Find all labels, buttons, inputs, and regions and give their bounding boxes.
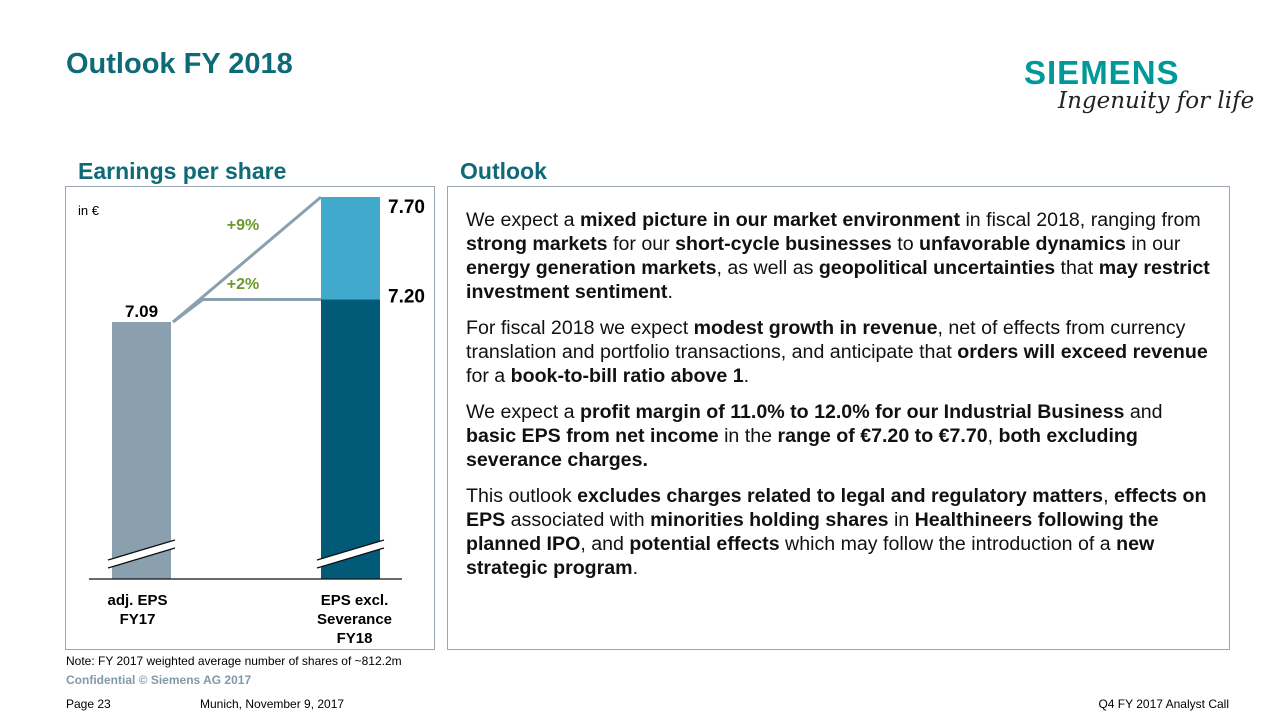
- value-label-7-70: 7.70: [388, 197, 425, 218]
- emphasis-text: unfavorable dynamics: [919, 233, 1126, 255]
- outlook-paragraph: We expect a profit margin of 11.0% to 12…: [466, 400, 1216, 472]
- body-text: .: [743, 365, 750, 387]
- body-text: , net of effects from currency translati…: [466, 317, 1186, 363]
- bar-eps-fy18-range: [321, 197, 380, 300]
- page-title: Outlook FY 2018: [66, 48, 293, 80]
- unit-label: in €: [78, 203, 100, 218]
- body-text: for our: [607, 233, 676, 255]
- growth-line-9: [172, 195, 322, 324]
- axis-break-line: [316, 539, 385, 561]
- emphasis-text: may restrict investment sentiment: [466, 257, 1210, 303]
- outlook-paragraph: This outlook excludes charges related to…: [466, 484, 1216, 580]
- emphasis-text: geopolitical uncertainties: [818, 257, 1056, 279]
- category-label-fy17: FY17: [120, 611, 156, 628]
- emphasis-text: minorities holding shares: [650, 509, 889, 531]
- emphasis-text: short-cycle businesses: [675, 233, 892, 255]
- emphasis-text: Healthineers following the planned IPO: [466, 509, 1159, 555]
- outlook-panel: [447, 186, 1230, 650]
- footnote: Note: FY 2017 weighted average number of…: [66, 654, 402, 668]
- body-text: which may follow the introduction of a: [779, 533, 1117, 555]
- emphasis-text: mixed picture in our market environment: [580, 209, 960, 231]
- bar-adj-eps-fy17: [112, 322, 171, 579]
- emphasis-text: orders will exceed revenue: [957, 341, 1208, 363]
- emphasis-text: book-to-bill ratio above 1: [510, 365, 744, 387]
- outlook-paragraph: For fiscal 2018 we expect modest growth …: [466, 316, 1216, 388]
- body-text: ,: [987, 425, 999, 447]
- body-text: in our: [1125, 233, 1181, 255]
- body-text: for a: [466, 365, 511, 387]
- emphasis-text: strong markets: [466, 233, 608, 255]
- axis-break-gap-1: [108, 540, 175, 568]
- eps-panel: [65, 186, 435, 650]
- value-label-7-20: 7.20: [388, 286, 425, 307]
- emphasis-text: range of €7.20 to €7.70: [777, 425, 988, 447]
- emphasis-text: excludes charges related to legal and re…: [577, 485, 1104, 507]
- category-label-fy17: adj. EPS: [107, 592, 167, 609]
- body-text: This outlook: [466, 485, 578, 507]
- body-text: .: [667, 281, 673, 303]
- eps-chart: in € 7.09 7.70 7.20 +9% +2% adj. EPS FY17 EPS ex…: [78, 195, 425, 647]
- place-date: Munich, November 9, 2017: [200, 697, 345, 711]
- category-label-fy18: EPS excl.: [321, 592, 389, 609]
- confidential-label: Confidential © Siemens AG 2017: [66, 673, 252, 687]
- axis-break-line: [107, 547, 176, 569]
- body-text: , as well as: [716, 257, 819, 279]
- outlook-paragraph: We expect a mixed picture in our market …: [466, 208, 1216, 304]
- body-text: , and: [580, 533, 630, 555]
- body-text: We expect a: [466, 209, 580, 231]
- emphasis-text: effects on EPS: [466, 485, 1207, 531]
- emphasis-text: profit margin of 11.0% to 12.0% for our …: [580, 401, 1125, 423]
- emphasis-text: modest growth in revenue: [693, 317, 938, 339]
- outlook-section-title: Outlook: [460, 158, 547, 184]
- axis-break-gap-2: [317, 540, 384, 568]
- outlook-text: We expect a mixed picture in our market …: [466, 208, 1216, 592]
- growth-label-9: +9%: [227, 217, 259, 234]
- axis-break-line: [316, 547, 385, 569]
- body-text: For fiscal 2018 we expect: [466, 317, 694, 339]
- axis-break-line: [107, 539, 176, 561]
- growth-line-2: [172, 297, 321, 324]
- emphasis-text: potential effects: [629, 533, 780, 555]
- body-text: and: [1124, 401, 1163, 423]
- body-text: in fiscal 2018, ranging from: [960, 209, 1201, 231]
- body-text: to: [891, 233, 920, 255]
- body-text: in: [888, 509, 915, 531]
- bar-eps-fy18-low: [321, 299, 380, 579]
- body-text: We expect a: [466, 401, 580, 423]
- body-text: that: [1055, 257, 1099, 279]
- category-label-fy18: FY18: [337, 630, 373, 647]
- body-text: ,: [1103, 485, 1114, 507]
- growth-label-2: +2%: [227, 276, 259, 293]
- emphasis-text: new strategic program: [466, 533, 1155, 579]
- emphasis-text: basic EPS from net income: [466, 425, 719, 447]
- category-label-fy18: Severance: [317, 611, 392, 628]
- value-label-7-09: 7.09: [125, 302, 158, 321]
- body-text: associated with: [505, 509, 651, 531]
- page-number: Page 23: [66, 697, 111, 711]
- emphasis-text: energy generation markets: [466, 257, 717, 279]
- logo-tagline: Ingenuity for life: [1058, 88, 1255, 114]
- body-text: .: [632, 557, 639, 579]
- event-name: Q4 FY 2017 Analyst Call: [1098, 697, 1229, 711]
- eps-section-title: Earnings per share: [78, 158, 287, 184]
- body-text: in the: [718, 425, 778, 447]
- emphasis-text: both excluding severance charges.: [466, 425, 1138, 471]
- siemens-logo: SIEMENS: [1024, 54, 1180, 91]
